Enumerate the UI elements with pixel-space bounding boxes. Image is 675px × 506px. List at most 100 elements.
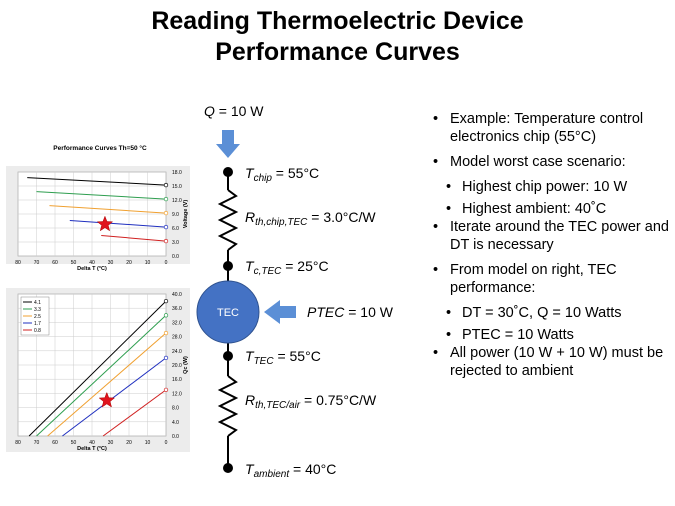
x-tick-label: 30 bbox=[108, 260, 114, 266]
bullet-group: Example: Temperature control electronics… bbox=[430, 110, 670, 146]
bullet: Iterate around the TEC power and DT is n… bbox=[430, 218, 670, 254]
legend-label: 1.7 bbox=[34, 321, 41, 327]
label-symbol: T bbox=[245, 258, 255, 274]
series-line bbox=[62, 357, 167, 437]
star-marker bbox=[98, 391, 116, 408]
y-tick-label: 16.0 bbox=[172, 377, 182, 383]
y-tick-label: 3.0 bbox=[172, 240, 179, 246]
bullet-group: All power (10 W + 10 W) must be rejected… bbox=[430, 344, 670, 380]
tec-circle bbox=[196, 280, 260, 344]
resistor bbox=[217, 375, 239, 437]
label-text: = 10 W bbox=[215, 103, 264, 119]
bullet: Example: Temperature control electronics… bbox=[430, 110, 670, 146]
label-subscript: th,TEC/air bbox=[255, 400, 301, 411]
label-text: = 55°C bbox=[272, 165, 319, 181]
y-tick-label: 9.0 bbox=[172, 212, 179, 218]
y-tick-label: 12.0 bbox=[172, 198, 182, 204]
x-tick-label: 20 bbox=[126, 260, 132, 266]
label-text: = 0.75°C/W bbox=[300, 392, 377, 408]
x-tick-label: 70 bbox=[34, 260, 40, 266]
end-marker bbox=[163, 387, 169, 393]
label-text: = 25°C bbox=[281, 258, 328, 274]
y-axis-label: Qc (W) bbox=[183, 356, 189, 374]
x-tick-label: 60 bbox=[52, 440, 58, 446]
x-tick-label: 10 bbox=[145, 440, 151, 446]
legend-label: 0.8 bbox=[34, 328, 41, 334]
label-text: = 10 W bbox=[344, 304, 393, 320]
x-tick-label: 50 bbox=[71, 440, 77, 446]
x-tick-label: 10 bbox=[145, 260, 151, 266]
label-symbol: R bbox=[245, 392, 255, 408]
x-tick-label: 40 bbox=[89, 260, 95, 266]
bullet-list: Example: Temperature control electronics… bbox=[430, 110, 670, 387]
y-tick-label: 8.0 bbox=[172, 406, 179, 412]
star-marker bbox=[96, 215, 114, 232]
series-line bbox=[49, 205, 167, 214]
chart-title: Performance Curves Th=50 °C bbox=[53, 144, 147, 152]
x-tick-label: 0 bbox=[165, 260, 168, 266]
x-tick-label: 50 bbox=[71, 260, 77, 266]
label-text: = 55°C bbox=[274, 348, 321, 364]
label-subscript: c,TEC bbox=[254, 266, 283, 277]
y-tick-label: 32.0 bbox=[172, 320, 182, 326]
series-line bbox=[36, 314, 167, 437]
x-axis-label: Delta T (°C) bbox=[77, 446, 107, 452]
end-marker bbox=[163, 196, 169, 202]
figure: TEC 0.0 3.0 6.0 9.0 12.0 15.0 18.0 80 70 60 50 40 30… bbox=[6, 103, 394, 480]
slide-title: Reading Thermoelectric Device Performanc… bbox=[0, 6, 675, 68]
diagram-label: Rth,TEC/air = 0.75°C/W bbox=[245, 392, 377, 411]
y-tick-label: 4.0 bbox=[172, 420, 179, 426]
tec-label: TEC bbox=[217, 307, 239, 319]
label-subscript: ambient bbox=[254, 469, 291, 480]
x-tick-label: 70 bbox=[34, 440, 40, 446]
diagram-label: Rth,chip,TEC = 3.0°C/W bbox=[245, 209, 376, 228]
y-tick-label: 0.0 bbox=[172, 434, 179, 440]
label-symbol: Q bbox=[204, 103, 215, 119]
label-subscript: chip bbox=[254, 173, 273, 184]
sub-bullet: PTEC = 10 Watts bbox=[444, 326, 670, 344]
y-tick-label: 36.0 bbox=[172, 306, 182, 312]
y-tick-label: 15.0 bbox=[172, 184, 182, 190]
diagram-label: Q = 10 W bbox=[204, 103, 264, 119]
x-tick-label: 60 bbox=[52, 260, 58, 266]
series-line bbox=[28, 300, 167, 437]
end-marker bbox=[163, 182, 169, 188]
y-tick-label: 28.0 bbox=[172, 335, 182, 341]
end-marker bbox=[163, 210, 169, 216]
series-line bbox=[69, 220, 167, 228]
end-marker bbox=[163, 224, 169, 230]
node bbox=[223, 463, 233, 473]
bullet: Model worst case scenario: bbox=[430, 153, 670, 171]
bullet-group: Model worst case scenario: Highest chip p… bbox=[430, 153, 670, 218]
series-line bbox=[47, 332, 167, 437]
label-symbol: T bbox=[245, 348, 255, 364]
label-text: = 3.0°C/W bbox=[307, 209, 376, 225]
legend-label: 3.3 bbox=[34, 307, 41, 313]
node bbox=[223, 261, 233, 271]
y-tick-label: 40.0 bbox=[172, 292, 182, 298]
end-marker bbox=[163, 238, 169, 244]
diagram-label: TTEC = 55°C bbox=[245, 348, 321, 367]
end-marker bbox=[163, 330, 169, 336]
series-line bbox=[36, 191, 167, 200]
arrow-left bbox=[264, 300, 296, 324]
bullet: From model on right, TEC performance: bbox=[430, 261, 670, 297]
x-tick-label: 0 bbox=[165, 440, 168, 446]
y-tick-label: 24.0 bbox=[172, 349, 182, 355]
diagram-label: Tambient = 40°C bbox=[245, 461, 336, 480]
arrow-down bbox=[216, 130, 240, 158]
x-axis-label: Delta T (°C) bbox=[77, 266, 107, 272]
end-marker bbox=[163, 313, 169, 318]
bullet-group: From model on right, TEC performance: DT … bbox=[430, 261, 670, 344]
label-symbol: R bbox=[245, 209, 255, 225]
sub-bullet: Highest chip power: 10 W bbox=[444, 178, 670, 196]
bullet-group: Iterate around the TEC power and DT is n… bbox=[430, 218, 670, 254]
label-subscript: TEC bbox=[254, 356, 275, 367]
title-text: Reading Thermoelectric Device Performanc… bbox=[151, 7, 524, 66]
y-tick-label: 18.0 bbox=[172, 170, 182, 176]
sub-bullet: Highest ambient: 40˚C bbox=[444, 200, 670, 218]
x-tick-label: 30 bbox=[108, 440, 114, 446]
legend-label: 2.5 bbox=[34, 314, 41, 320]
sub-bullet: DT = 30˚C, Q = 10 Watts bbox=[444, 304, 670, 322]
